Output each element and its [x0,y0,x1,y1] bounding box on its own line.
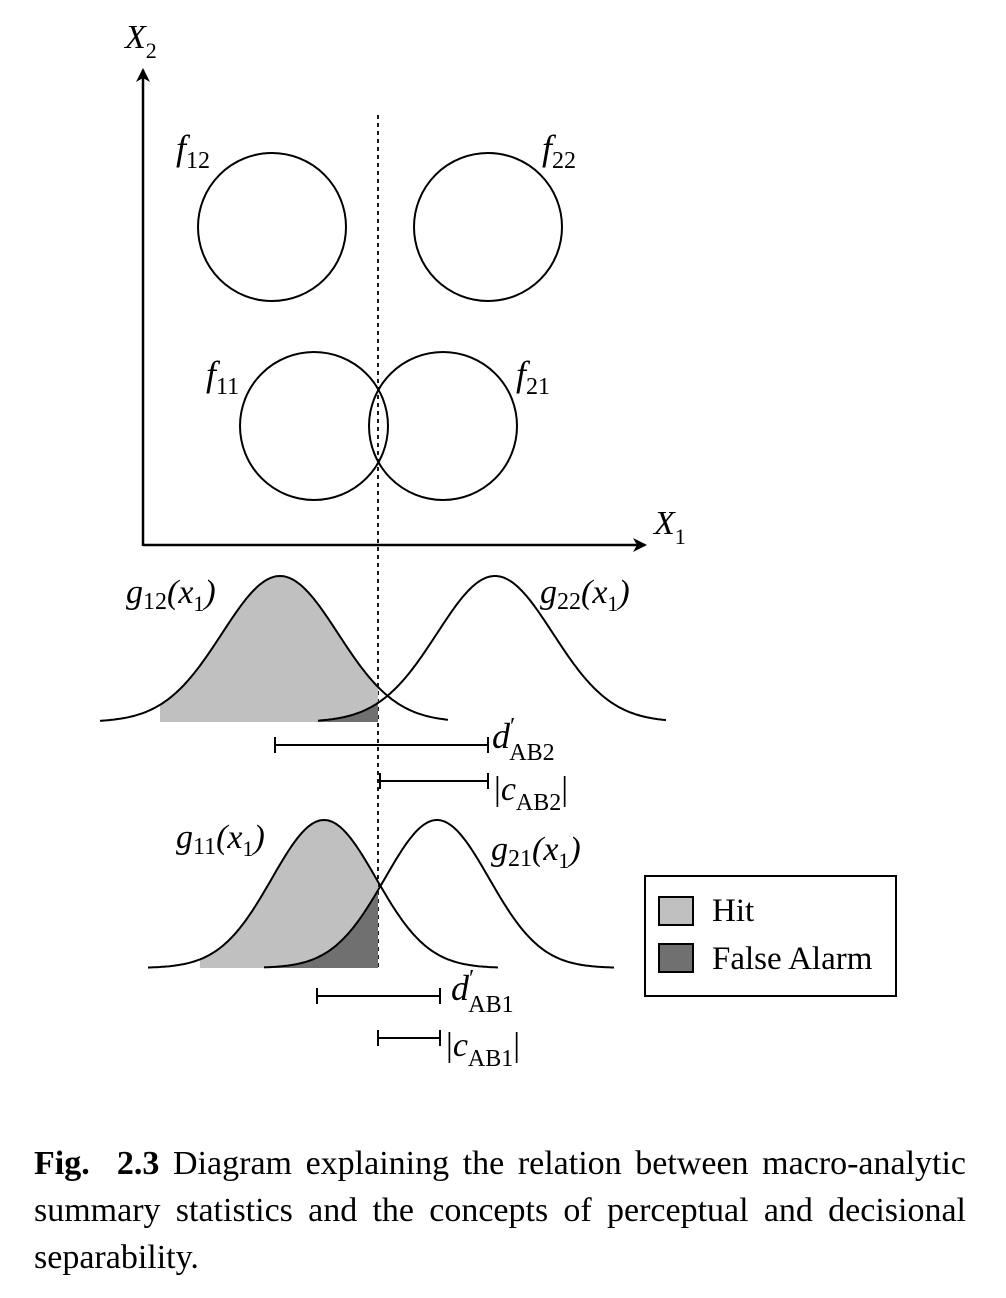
caption-text: Diagram explaining the relation between … [34,1145,967,1276]
d-ab2-bar [274,737,489,753]
legend-box [644,875,897,997]
label-f11: f11 [206,354,239,400]
circle-f11 [239,351,389,501]
circle-f21 [368,351,518,501]
separability-diagram: X2 X1 f12 f22 f11 f21 g12(x1) g22(x1) g1… [99,19,897,1072]
figure-number: 2.3 [116,1145,160,1182]
label-g12: g12(x1) [126,574,216,616]
c-ab1-bar [377,1030,441,1046]
label-f22: f22 [542,128,576,174]
curve-g11 [148,818,499,969]
c-ab2-bar [379,773,489,789]
legend-hit-label: Hit [712,893,754,929]
legend-false-alarm-swatch [658,943,694,973]
label-d-ab2: d′ AB2 [492,714,555,766]
label-g21: g21(x1) [491,831,581,873]
label-c-ab1: |cAB1| [446,1027,520,1072]
curve-g22 [317,575,667,722]
x1-axis-label: X1 [652,505,686,549]
hit-region-lower [200,820,378,968]
legend-hit-swatch [658,896,694,926]
label-f21: f21 [516,354,550,400]
label-c-ab2: |cAB2| [494,771,568,816]
label-d-ab1: d′ AB1 [451,966,514,1018]
label-g11: g11(x1) [176,819,265,861]
curve-g12 [99,574,449,722]
legend-false-alarm-label: False Alarm [712,941,873,977]
false-alarm-region-upper [318,702,378,722]
circle-f22 [413,152,563,302]
curve-g21 [263,819,614,969]
false-alarm-region-lower [264,890,378,968]
circle-f12 [197,152,347,302]
label-f12: f12 [176,128,210,174]
label-g22: g22(x1) [540,574,630,616]
figure-caption: Fig. 2.3 Diagram explaining the relation… [34,1140,966,1281]
d-ab1-bar [316,988,441,1004]
figure-label: Fig. [34,1145,90,1182]
x2-axis-label: X2 [123,19,157,63]
legend: Hit False Alarm [644,875,897,997]
